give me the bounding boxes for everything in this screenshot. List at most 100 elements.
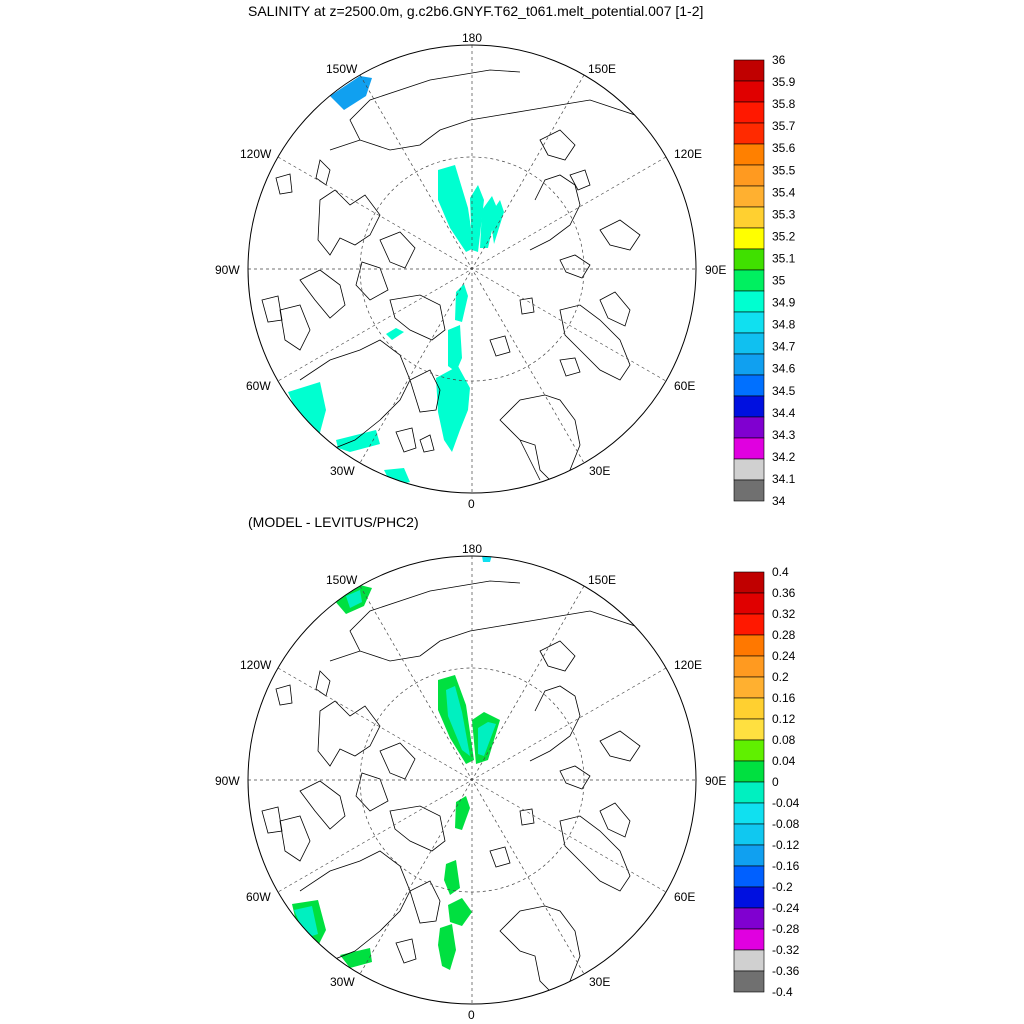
lon-label: 150W	[326, 62, 358, 76]
colorbar-label: -0.4	[772, 985, 793, 999]
colorbar-box	[733, 781, 765, 804]
colorbar-label: -0.32	[772, 943, 800, 957]
colorbar-box	[733, 592, 765, 615]
coastlines	[261, 69, 681, 486]
colorbar-box	[733, 886, 765, 909]
colorbar-box	[733, 802, 765, 825]
lon-label: 120E	[674, 658, 702, 672]
lon-label: 60W	[246, 890, 271, 904]
difference-regions	[292, 556, 500, 970]
lon-label: 90W	[215, 774, 240, 788]
colorbar-box	[733, 949, 765, 972]
region-north-atlantic	[336, 430, 380, 452]
lon-label: 30W	[330, 464, 355, 478]
colorbar-label: 34.4	[772, 406, 796, 420]
colorbar-box	[733, 353, 765, 376]
lon-label: 150W	[326, 573, 358, 587]
colorbar-label: 0.4	[772, 565, 789, 579]
colorbar-box	[733, 613, 765, 636]
region-north-pacific-inner	[346, 590, 362, 608]
colorbar-label: 35.3	[772, 207, 796, 221]
lon-labels: 180 150E 120E 90E 60E 30E 0 30W 60W 90W …	[215, 542, 726, 1022]
lon-label: 60E	[674, 379, 695, 393]
lon-label: 150E	[588, 62, 616, 76]
region-fram-strait	[444, 860, 460, 895]
lon-label: 30W	[330, 975, 355, 989]
lon-label: 0	[468, 497, 475, 511]
colorbar-box	[733, 571, 765, 594]
colorbar-label: 0.28	[772, 628, 796, 642]
colorbar-label: 0	[772, 775, 779, 789]
colorbar-label: 34.1	[772, 472, 796, 486]
colorbar-label: 0.36	[772, 586, 796, 600]
colorbar-label: -0.08	[772, 817, 800, 831]
region-mendeleev-inner	[446, 686, 470, 756]
lon-label: 150E	[588, 573, 616, 587]
colorbar: 36 35.9 35.8 35.7 35.6 35.5 35.4 35.3 35.2 35.1 35…	[733, 53, 796, 508]
colorbar-box	[733, 697, 765, 720]
colorbar-box	[733, 739, 765, 762]
lon-label: 180	[462, 31, 482, 45]
region-gakkel-ridge	[455, 284, 468, 322]
map-boundary	[247, 555, 697, 1005]
difference-map: 180 150E 120E 90E 60E 30E 0 30W 60W 90W …	[215, 542, 800, 1022]
colorbar-box	[733, 332, 765, 355]
colorbar-label: -0.16	[772, 859, 800, 873]
region-gakkel-ridge	[455, 796, 470, 830]
colorbar-box	[733, 206, 765, 229]
colorbar-box	[733, 185, 765, 208]
colorbar-label: 34.2	[772, 450, 796, 464]
colorbar-box	[733, 928, 765, 951]
colorbar-label: 36	[772, 53, 786, 67]
lon-label: 30E	[589, 975, 610, 989]
lon-label: 30E	[589, 464, 610, 478]
lon-labels: 180 150E 120E 90E 60E 30E 0 30W 60W 90W …	[215, 31, 726, 511]
colorbar-box	[733, 844, 765, 867]
region-north-atlantic	[340, 948, 372, 968]
top-panel-title: SALINITY at z=2500.0m, g.c2b6.GNYF.T62_t…	[248, 3, 704, 19]
salinity-map: 180 150E 120E 90E 60E 30E 0 30W 60W 90W …	[215, 31, 796, 511]
colorbar-box	[733, 437, 765, 460]
region-labrador-inner	[294, 906, 318, 938]
colorbar-label: 0.04	[772, 754, 796, 768]
colorbar-box	[733, 760, 765, 783]
map-boundary	[247, 44, 697, 494]
graticule	[248, 556, 696, 1004]
colorbar-label: 34.6	[772, 362, 796, 376]
lon-label: 60W	[246, 379, 271, 393]
colorbar-label: 35.6	[772, 141, 796, 155]
lon-label: 120W	[240, 147, 272, 161]
region-baffin-patch	[386, 328, 404, 340]
colorbar-label: -0.36	[772, 964, 800, 978]
colorbar-box	[733, 718, 765, 741]
colorbar-box	[733, 655, 765, 678]
lon-label: 60E	[674, 890, 695, 904]
colorbar-label: 34.8	[772, 318, 796, 332]
lon-label: 90E	[705, 263, 726, 277]
colorbar-box	[733, 311, 765, 334]
colorbar-label: 35.4	[772, 185, 796, 199]
colorbar-box	[733, 970, 765, 993]
region-makarov-ridge	[480, 196, 497, 248]
colorbar-box	[733, 227, 765, 250]
colorbar-box	[733, 143, 765, 166]
region-fram-strait	[448, 325, 462, 372]
colorbar-label: 35.7	[772, 119, 796, 133]
colorbar-box	[733, 865, 765, 888]
colorbar-box	[733, 101, 765, 124]
colorbar-box	[733, 479, 765, 502]
colorbar: 0.4 0.36 0.32 0.28 0.24 0.2 0.16 0.12 0.08 0.04 0 -…	[733, 565, 800, 999]
graticule	[248, 45, 696, 493]
colorbar-box	[733, 676, 765, 699]
colorbar-label: 35.2	[772, 229, 796, 243]
lon-label: 90E	[705, 774, 726, 788]
coastlines	[261, 580, 681, 997]
colorbar-box	[733, 290, 765, 313]
colorbar-label: 35.8	[772, 97, 796, 111]
region-greenland-sea	[448, 898, 472, 926]
colorbar-label: 0.24	[772, 649, 796, 663]
colorbar-box	[733, 59, 765, 82]
region-mendeleev-ridge-b	[470, 185, 484, 252]
colorbar-box	[733, 164, 765, 187]
